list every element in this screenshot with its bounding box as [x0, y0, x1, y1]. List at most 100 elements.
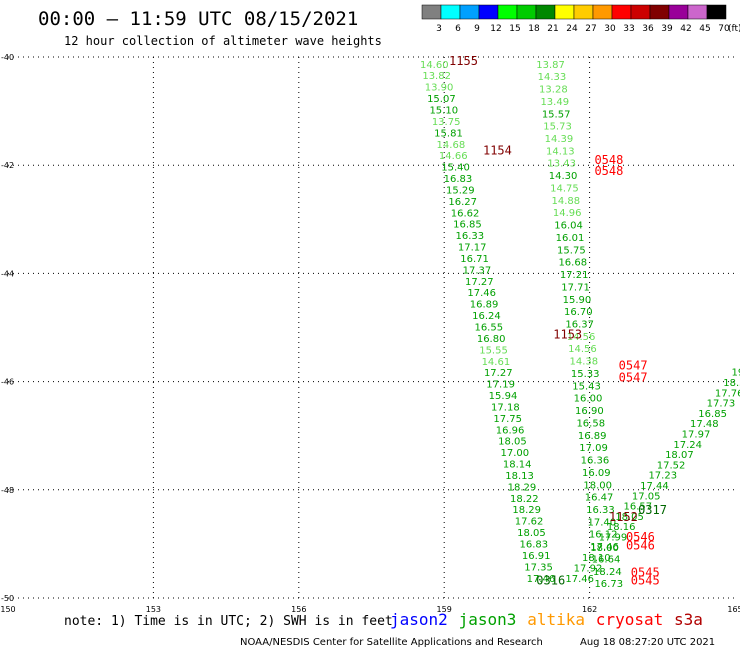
legend-item-jason2: jason2: [390, 610, 448, 629]
wave-height-value: 13.82: [422, 71, 451, 82]
wave-height-value: 16.85: [698, 409, 727, 420]
wave-height-value: 16.57: [624, 502, 653, 513]
wave-height-value: 16.47: [585, 493, 614, 504]
y-tick-label: -42: [1, 161, 14, 170]
pass-time-label: 0546: [626, 538, 655, 552]
wave-height-value: 16.83: [444, 174, 473, 185]
footer-credit: NOAA/NESDIS Center for Satellite Applica…: [240, 637, 543, 648]
colorbar-label: 33: [623, 24, 634, 34]
wave-height-value: 16.71: [460, 254, 489, 265]
wave-height-value: 14.60: [420, 60, 449, 71]
wave-height-value: 14.13: [546, 146, 575, 157]
wave-height-value: 17.52: [657, 460, 686, 471]
colorbar-swatch: [611, 4, 632, 20]
pass-time-label: 1152: [609, 510, 638, 524]
wave-height-value: 17.76: [715, 388, 740, 399]
wave-height-value: 14.66: [439, 151, 468, 162]
colorbar-label: 24: [566, 24, 578, 34]
colorbar-label: 15: [509, 24, 520, 34]
wave-height-value: 15.10: [429, 106, 458, 117]
wave-height-value: 17.97: [682, 430, 711, 441]
wave-height-value: 17.71: [561, 282, 590, 293]
pass-time-label: 0545: [631, 573, 660, 587]
wave-height-value: 16.33: [586, 505, 615, 516]
map-grid: [8, 56, 735, 599]
pass-time-label: 0545: [631, 565, 660, 579]
wave-height-value: 14.61: [482, 357, 511, 368]
pass-time-label: 0547: [619, 359, 648, 373]
wave-height-value: 17.17: [458, 243, 487, 254]
colorbar-swatch: [440, 4, 461, 20]
wave-height-value: 16.83: [519, 540, 548, 551]
legend-item-altika: altika: [527, 610, 585, 629]
wave-height-value: 17.46: [467, 288, 496, 299]
pass-time-label: 0547: [619, 371, 648, 385]
wave-height-value: 14.30: [549, 171, 578, 182]
wave-height-value: 16.36: [581, 456, 610, 467]
wave-height-value: 18.13: [505, 471, 534, 482]
wave-height-value: 17.75: [493, 414, 522, 425]
pass-time-label: 0548: [594, 153, 623, 167]
colorbar-swatch: [630, 4, 651, 20]
wave-height-value: 14.56: [567, 332, 596, 343]
pass-time-label: 0316: [536, 573, 565, 587]
wave-height-value: 15.29: [446, 185, 475, 196]
wave-height-value: 16.24: [472, 311, 501, 322]
wave-height-value: 16.90: [575, 406, 604, 417]
wave-height-value: 16.58: [576, 418, 605, 429]
colorbar-swatch: [421, 4, 442, 20]
colorbar-label: 12: [490, 24, 501, 34]
wave-height-value: 16.89: [578, 431, 607, 442]
wave-height-value: 16.64: [592, 554, 621, 565]
y-tick-label: -50: [1, 594, 14, 603]
colorbar-unit: (ft): [728, 24, 740, 34]
wave-height-value: 15.40: [441, 163, 470, 174]
wave-height-value: 18.34: [723, 378, 740, 389]
wave-height-value: 17.73: [707, 399, 736, 410]
wave-height-value: 17.09: [579, 443, 608, 454]
chart-subtitle: 12 hour collection of altimeter wave hei…: [64, 34, 382, 48]
wave-height-value: 16.91: [522, 551, 551, 562]
y-tick-label: -48: [1, 486, 14, 495]
colorbar-swatch: [649, 4, 670, 20]
wave-height-value: 15.75: [557, 245, 586, 256]
wave-height-value: 16.01: [556, 233, 585, 244]
wave-height-value: 18.00: [590, 543, 619, 554]
wave-height-value: 14.96: [553, 208, 582, 219]
legend-item-jason3: jason3: [459, 610, 517, 629]
wave-height-value: 16.55: [474, 323, 503, 334]
wave-height-value: 17.27: [465, 277, 494, 288]
wave-height-value: 16.96: [496, 425, 525, 436]
wave-height-value: 13.75: [432, 117, 461, 128]
wave-height-value: 18.14: [503, 460, 532, 471]
wave-height-value: 17.44: [640, 481, 669, 492]
wave-height-value: 15.73: [543, 122, 572, 133]
wave-height-value: 14.38: [570, 357, 599, 368]
wave-height-value: 17.46: [527, 574, 556, 585]
wave-height-value: 16.00: [574, 394, 603, 405]
wave-height-value: 17.19: [486, 380, 515, 391]
altimeter-tracks: 14.6013.8213.9015.0715.1013.7515.8114.68…: [420, 60, 740, 590]
wave-height-value: 18.29: [512, 505, 541, 516]
y-tick-label: -44: [1, 269, 14, 278]
footer-timestamp: Aug 18 08:27:20 UTC 2021: [580, 637, 715, 648]
wave-height-value: 14.39: [545, 134, 574, 145]
wave-height-value: 17.24: [673, 440, 702, 451]
wave-height-value: 13.28: [539, 85, 568, 96]
wave-height-value: 18.05: [615, 512, 644, 523]
wave-height-value: 17.48: [690, 419, 719, 430]
wave-height-value: 16.89: [470, 300, 499, 311]
wave-height-value: 14.88: [552, 196, 581, 207]
y-tick-label: -46: [1, 378, 14, 387]
wave-height-value: 16.62: [451, 208, 480, 219]
wave-height-value: 17.27: [484, 368, 513, 379]
wave-height-value: 18.29: [508, 482, 537, 493]
colorbar-label: 70: [718, 24, 730, 34]
colorbar-label: 36: [642, 24, 654, 34]
wave-height-value: 14.33: [538, 72, 567, 83]
wave-height-value: 17.99: [599, 533, 628, 544]
wave-height-value: 17.23: [648, 471, 677, 482]
wave-height-value: 15.57: [542, 109, 571, 120]
colorbar-label: 6: [455, 24, 461, 34]
wave-height-value: 15.81: [434, 128, 463, 139]
